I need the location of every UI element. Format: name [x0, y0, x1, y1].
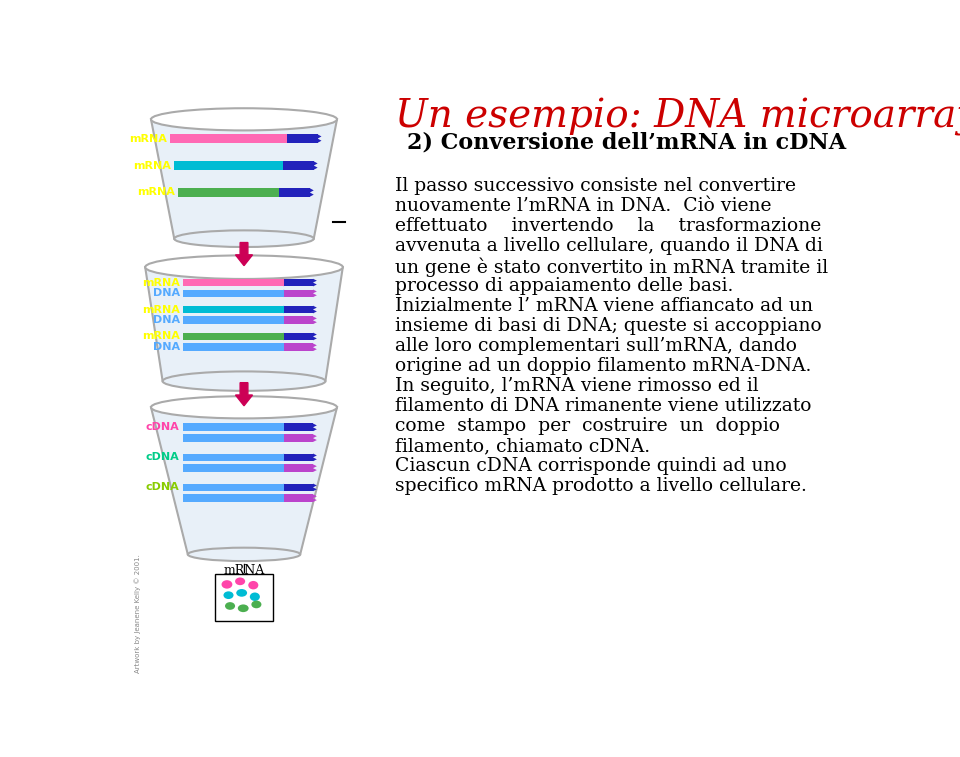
Bar	[179, 188, 278, 197]
Bar	[182, 344, 283, 351]
Text: Il passo successivo consiste nel convertire: Il passo successivo consiste nel convert…	[396, 177, 796, 195]
Text: cDNA: cDNA	[146, 482, 180, 492]
Ellipse shape	[249, 581, 258, 590]
Text: mRNA: mRNA	[224, 564, 265, 577]
Ellipse shape	[188, 547, 300, 561]
Text: cDNA: cDNA	[146, 422, 180, 432]
Text: nuovamente l’mRNA in DNA.  Ciò viene: nuovamente l’mRNA in DNA. Ciò viene	[396, 197, 772, 215]
Bar	[182, 316, 283, 324]
Bar	[182, 435, 283, 442]
Polygon shape	[151, 120, 337, 238]
Text: Artwork by Jeanene Kelly © 2001.: Artwork by Jeanene Kelly © 2001.	[134, 554, 140, 673]
Bar	[287, 134, 318, 143]
Text: Ciascun cDNA corrisponde quindi ad uno: Ciascun cDNA corrisponde quindi ad uno	[396, 457, 787, 475]
Text: specifico mRNA prodotto a livello cellulare.: specifico mRNA prodotto a livello cellul…	[396, 478, 807, 495]
Polygon shape	[145, 267, 343, 381]
Ellipse shape	[151, 108, 337, 130]
Bar	[283, 423, 313, 431]
Text: mRNA: mRNA	[137, 188, 175, 198]
Text: mRNA: mRNA	[130, 133, 167, 144]
Text: mRNA: mRNA	[133, 160, 171, 170]
Bar	[283, 494, 313, 502]
Bar	[182, 494, 283, 502]
Bar	[283, 289, 313, 298]
Bar	[283, 453, 313, 461]
Bar	[182, 464, 283, 472]
Text: insieme di basi di DNA; queste si accoppiano: insieme di basi di DNA; queste si accopp…	[396, 317, 822, 335]
Ellipse shape	[145, 255, 343, 279]
Bar	[182, 289, 283, 298]
Bar	[283, 332, 313, 341]
Ellipse shape	[162, 372, 325, 391]
Text: avvenuta a livello cellulare, quando il DNA di: avvenuta a livello cellulare, quando il …	[396, 237, 823, 255]
Bar	[182, 484, 283, 491]
Bar	[283, 344, 313, 351]
Ellipse shape	[175, 230, 314, 247]
Bar	[175, 161, 283, 170]
Text: filamento, chiamato cDNA.: filamento, chiamato cDNA.	[396, 438, 650, 456]
Text: effettuato    invertendo    la    trasformazione: effettuato invertendo la trasformazione	[396, 217, 822, 235]
Ellipse shape	[222, 580, 232, 589]
Bar	[278, 188, 310, 197]
Text: DNA: DNA	[153, 316, 180, 326]
Text: 2) Conversione dell’mRNA in cDNA: 2) Conversione dell’mRNA in cDNA	[407, 132, 846, 154]
Ellipse shape	[238, 604, 249, 612]
Text: Un esempio: DNA microarray: Un esempio: DNA microarray	[396, 98, 960, 136]
Text: cDNA: cDNA	[146, 453, 180, 463]
FancyArrow shape	[235, 383, 252, 406]
Bar	[170, 134, 287, 143]
Bar	[182, 423, 283, 431]
Text: filamento di DNA rimanente viene utilizzato: filamento di DNA rimanente viene utilizz…	[396, 397, 811, 416]
Bar	[283, 464, 313, 472]
Bar	[283, 161, 314, 170]
Ellipse shape	[252, 600, 261, 609]
Bar	[283, 435, 313, 442]
Bar	[283, 484, 313, 491]
Bar	[283, 279, 313, 286]
Polygon shape	[151, 407, 337, 554]
Ellipse shape	[250, 593, 260, 601]
Bar	[214, 574, 274, 621]
Ellipse shape	[236, 589, 247, 597]
Bar	[182, 453, 283, 461]
Text: un gene è stato convertito in mRNA tramite il: un gene è stato convertito in mRNA trami…	[396, 257, 828, 276]
Text: processo di appaiamento delle basi.: processo di appaiamento delle basi.	[396, 277, 733, 295]
Bar	[283, 306, 313, 313]
Text: Inizialmente l’ mRNA viene affiancato ad un: Inizialmente l’ mRNA viene affiancato ad…	[396, 298, 813, 315]
Ellipse shape	[151, 396, 337, 419]
Text: In seguito, l’mRNA viene rimosso ed il: In seguito, l’mRNA viene rimosso ed il	[396, 377, 758, 395]
Text: mRNA: mRNA	[142, 332, 180, 341]
Ellipse shape	[235, 578, 245, 585]
Ellipse shape	[224, 591, 233, 599]
Text: alle loro complementari sull’mRNA, dando: alle loro complementari sull’mRNA, dando	[396, 337, 797, 355]
Text: DNA: DNA	[153, 288, 180, 298]
Text: come  stampo  per  costruire  un  doppio: come stampo per costruire un doppio	[396, 417, 780, 435]
FancyArrow shape	[235, 242, 252, 266]
Bar	[182, 332, 283, 341]
Text: mRNA: mRNA	[142, 278, 180, 288]
Bar	[182, 306, 283, 313]
Ellipse shape	[225, 602, 235, 610]
Text: origine ad un doppio filamento mRNA-DNA.: origine ad un doppio filamento mRNA-DNA.	[396, 357, 811, 375]
Text: DNA: DNA	[153, 342, 180, 352]
Bar	[283, 316, 313, 324]
Bar	[182, 279, 283, 286]
Text: mRNA: mRNA	[142, 304, 180, 314]
